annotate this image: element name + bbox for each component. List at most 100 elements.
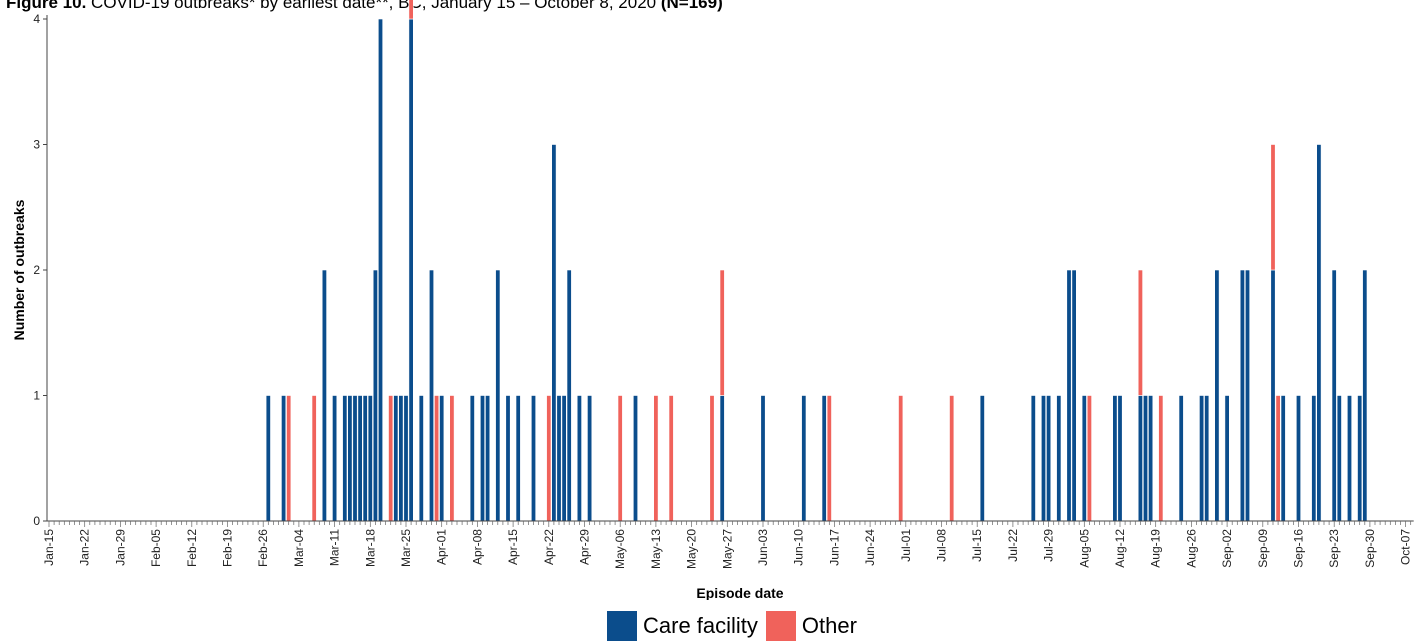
bar-other-2020-05-26	[719, 269, 725, 396]
x-tick-label-sep-30: Sep-30	[1363, 529, 1377, 568]
bar-other-2020-03-31	[434, 395, 440, 522]
x-tick-label-aug-05: Aug-05	[1077, 529, 1091, 568]
bar-other-2020-03-22	[388, 395, 394, 522]
bar-care-facility-2020-03-23	[393, 395, 399, 522]
bar-care-facility-2020-04-10	[485, 395, 491, 522]
y-tick-label-3: 3	[33, 138, 40, 152]
x-tick-label-jan-22: Jan-22	[78, 529, 92, 566]
bar-care-facility-2020-03-16	[357, 395, 363, 522]
bar-care-facility-2020-07-28	[1041, 395, 1047, 522]
x-tick-label-may-13: May-13	[649, 529, 663, 569]
bar-other-2020-09-12	[1275, 395, 1281, 522]
figure-caption: COVID-19 outbreaks* by earliest date**, …	[86, 0, 661, 12]
bar-care-facility-2020-09-26	[1347, 395, 1353, 522]
bar-other-2020-08-16	[1137, 269, 1143, 396]
bar-care-facility-2020-04-14	[505, 395, 511, 522]
bar-care-facility-2020-03-20	[377, 18, 383, 522]
bar-care-facility-2020-04-25	[561, 395, 567, 522]
bar-care-facility-2020-03-11	[332, 395, 338, 522]
x-tick-label-mar-11: Mar-11	[328, 529, 342, 566]
x-tick-label-sep-02: Sep-02	[1220, 529, 1234, 568]
bar-care-facility-2020-08-05	[1081, 395, 1087, 522]
x-tick-label-mar-04: Mar-04	[292, 529, 306, 567]
bar-care-facility-2020-04-28	[576, 395, 582, 522]
bar-other-2020-08-20	[1158, 395, 1164, 522]
bar-care-facility-2020-03-18	[367, 395, 373, 522]
bar-care-facility-2020-04-19	[530, 395, 536, 522]
bar-care-facility-2020-04-26	[566, 269, 572, 522]
legend: Care facility Other	[607, 611, 865, 641]
bar-care-facility-2020-08-28	[1199, 395, 1205, 522]
bar-care-facility-2020-09-24	[1336, 395, 1342, 522]
bar-other-2020-04-03	[449, 395, 455, 522]
bar-care-facility-2020-03-19	[372, 269, 378, 522]
bar-care-facility-2020-09-23	[1331, 269, 1337, 522]
bar-care-facility-2020-03-30	[428, 269, 434, 522]
x-tick-label-may-27: May-27	[720, 529, 734, 569]
bar-other-2020-03-02	[286, 395, 292, 522]
bar-care-facility-2020-08-31	[1214, 269, 1220, 522]
x-tick-label-oct-07: Oct-07	[1399, 529, 1413, 565]
bar-care-facility-2020-06-03	[760, 395, 766, 522]
bar-care-facility-2020-06-11	[801, 395, 807, 522]
legend-label-care-facility: Care facility	[643, 613, 758, 638]
bar-care-facility-2020-04-23	[551, 144, 557, 522]
y-tick-label-2: 2	[33, 263, 40, 277]
x-tick-label-feb-19: Feb-19	[221, 529, 235, 567]
bar-other-2020-04-22	[546, 395, 552, 522]
bar-care-facility-2020-08-16	[1137, 395, 1143, 522]
bar-care-facility-2020-08-18	[1148, 395, 1154, 522]
bar-care-facility-2020-09-20	[1316, 144, 1322, 522]
legend-item-care-facility: Care facility	[607, 611, 758, 641]
figure-n-count: (N=169)	[660, 0, 723, 12]
x-tick-label-jan-29: Jan-29	[113, 529, 127, 566]
bar-care-facility-2020-03-28	[418, 395, 424, 522]
legend-swatch-other	[765, 611, 796, 641]
bar-care-facility-2020-03-09	[321, 269, 327, 522]
x-tick-label-feb-05: Feb-05	[149, 529, 163, 567]
x-tick-label-jan-15: Jan-15	[42, 529, 56, 566]
bar-care-facility-2020-09-06	[1245, 269, 1251, 522]
bar-care-facility-2020-08-03	[1071, 269, 1077, 522]
bar-care-facility-2020-03-17	[362, 395, 368, 522]
bar-other-2020-06-16	[826, 395, 832, 522]
bar-care-facility-2020-09-28	[1357, 395, 1363, 522]
x-tick-label-jul-29: Jul-29	[1042, 529, 1056, 562]
x-tick-label-may-06: May-06	[613, 529, 627, 569]
x-axis-title: Episode date	[696, 585, 783, 600]
chart: 0 1 2 3 4 Jan-15 Jan-22 Jan-29 Feb-05 Feb-12 Feb-1…	[11, 0, 1414, 600]
bar-care-facility-2020-05-26	[719, 395, 725, 522]
bar-care-facility-2020-06-15	[821, 395, 827, 522]
bar-care-facility-2020-09-02	[1224, 395, 1230, 522]
bar-care-facility-2020-08-02	[1066, 269, 1072, 522]
x-tick-label-jun-03: Jun-03	[756, 529, 770, 566]
bar-care-facility-2020-07-16	[979, 395, 985, 522]
bar-care-facility-2020-09-11	[1270, 269, 1276, 522]
bar-care-facility-2020-09-16	[1296, 395, 1302, 522]
bar-care-facility-2020-03-25	[403, 395, 409, 522]
bar-care-facility-2020-09-13	[1280, 395, 1286, 522]
bar-other-2020-05-24	[709, 395, 715, 522]
bar-care-facility-2020-09-29	[1362, 269, 1368, 522]
axes-layer: 0 1 2 3 4 Jan-15 Jan-22 Jan-29 Feb-05 Feb-12 Feb-1…	[33, 12, 1414, 569]
bar-other-2020-08-06	[1086, 395, 1092, 522]
bar-care-facility-2020-04-09	[479, 395, 485, 522]
y-tick-label-1: 1	[33, 389, 40, 403]
x-tick-label-apr-08: Apr-08	[470, 529, 484, 565]
figure-number: Figure 10.	[6, 0, 87, 12]
x-tick-label-sep-09: Sep-09	[1256, 529, 1270, 568]
bar-care-facility-2020-08-29	[1204, 395, 1210, 522]
x-tick-label-aug-12: Aug-12	[1113, 529, 1127, 568]
bar-other-2020-03-26	[408, 0, 414, 20]
bar-care-facility-2020-04-07	[469, 395, 475, 522]
x-tick-label-sep-23: Sep-23	[1327, 529, 1341, 568]
legend-item-other: Other	[765, 611, 857, 641]
x-tick-label-jun-10: Jun-10	[792, 529, 806, 566]
bar-other-2020-03-07	[311, 395, 317, 522]
y-tick-label-0: 0	[33, 514, 40, 528]
x-tick-label-jun-24: Jun-24	[863, 529, 877, 566]
x-tick-label-apr-22: Apr-22	[542, 529, 556, 565]
x-tick-label-jul-01: Jul-01	[899, 529, 913, 562]
bar-care-facility-2020-04-01	[439, 395, 445, 522]
x-tick-label-apr-29: Apr-29	[578, 529, 592, 565]
